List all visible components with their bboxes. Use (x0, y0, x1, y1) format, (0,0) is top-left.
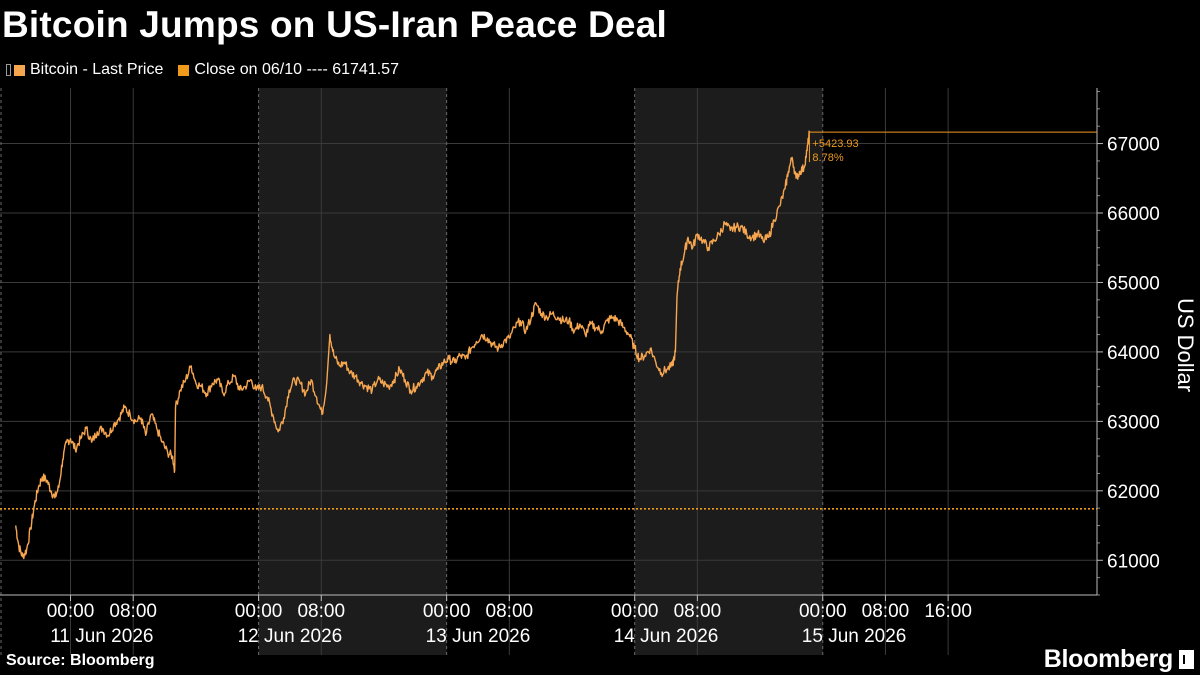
bloomberg-logo: Bloomberg (1044, 645, 1194, 674)
logo-text: Bloomberg (1043, 645, 1174, 673)
x-day-label-8: 15 Jun 2026 (802, 626, 907, 647)
y-tick-label-1: 62000 (1107, 482, 1160, 503)
y-tick-label-3: 64000 (1107, 343, 1160, 364)
legend-label-bitcoin: Bitcoin - Last Price (30, 61, 164, 78)
legend-item-bitcoin[interactable]: Bitcoin - Last Price (14, 61, 163, 79)
bitcoin-price-line (15, 130, 811, 560)
x-tick-label-3: 08:00 (297, 601, 345, 622)
x-tick-label-7: 08:00 (674, 601, 722, 622)
change-percent-label: 8.78% (812, 152, 843, 164)
legend-item-close[interactable]: Close on 06/10 ---- 61741.57 (178, 61, 399, 79)
price-chart: 61000 62000 63000 64000 65000 66000 67000 00:00… (0, 88, 1198, 655)
x-tick-label-0: 00:00 (47, 601, 95, 622)
legend: Bitcoin - Last Price Close on 06/10 ----… (6, 61, 414, 79)
y-axis-title: US Dollar (1173, 298, 1198, 392)
chart-title: Bitcoin Jumps on US-Iran Peace Deal (2, 4, 667, 45)
legend-drag-handle-icon[interactable] (6, 64, 11, 76)
y-tick-label-0: 61000 (1107, 551, 1160, 572)
x-tick-label-4: 00:00 (423, 601, 471, 622)
y-tick-label-2: 63000 (1107, 412, 1160, 433)
x-tick-label-1: 08:00 (109, 601, 157, 622)
x-tick-label-9: 08:00 (862, 601, 910, 622)
bloomberg-badge-icon (1179, 650, 1194, 669)
x-tick-label-2: 00:00 (235, 601, 283, 622)
x-tick-label-8: 00:00 (799, 601, 847, 622)
y-tick-label-4: 65000 (1107, 273, 1160, 294)
x-tick-label-6: 00:00 (611, 601, 659, 622)
y-tick-label-5: 66000 (1107, 204, 1160, 225)
x-tick-label-10: 16:00 (924, 601, 972, 622)
x-day-label-0: 11 Jun 2026 (50, 626, 153, 647)
legend-label-close: Close on 06/10 ---- 61741.57 (194, 61, 399, 78)
source-note: Source: Bloomberg (6, 652, 155, 669)
change-value-label: +5423.93 (812, 138, 858, 150)
legend-swatch-close (178, 64, 190, 76)
x-day-label-2: 12 Jun 2026 (238, 626, 343, 647)
x-day-label-6: 14 Jun 2026 (614, 626, 719, 647)
shaded-band-0 (258, 88, 447, 655)
legend-swatch-bitcoin (14, 64, 25, 76)
y-tick-label-6: 67000 (1107, 135, 1160, 156)
x-tick-label-5: 08:00 (486, 601, 534, 622)
x-day-label-4: 13 Jun 2026 (426, 626, 531, 647)
